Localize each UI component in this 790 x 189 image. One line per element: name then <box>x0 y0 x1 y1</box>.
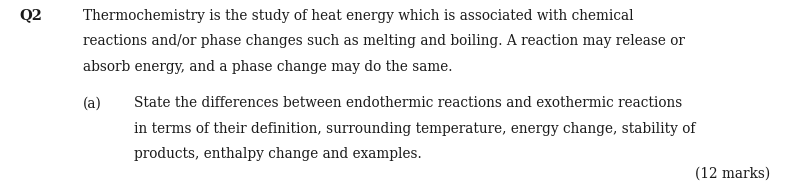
Text: products, enthalpy change and examples.: products, enthalpy change and examples. <box>134 147 422 161</box>
Text: Thermochemistry is the study of heat energy which is associated with chemical: Thermochemistry is the study of heat ene… <box>83 9 634 22</box>
Text: reactions and/or phase changes such as melting and boiling. A reaction may relea: reactions and/or phase changes such as m… <box>83 34 685 48</box>
Text: (a): (a) <box>83 96 102 110</box>
Text: State the differences between endothermic reactions and exothermic reactions: State the differences between endothermi… <box>134 96 683 110</box>
Text: Q2: Q2 <box>20 9 43 22</box>
Text: absorb energy, and a phase change may do the same.: absorb energy, and a phase change may do… <box>83 60 453 74</box>
Text: (12 marks): (12 marks) <box>695 167 770 180</box>
Text: in terms of their definition, surrounding temperature, energy change, stability : in terms of their definition, surroundin… <box>134 122 696 136</box>
